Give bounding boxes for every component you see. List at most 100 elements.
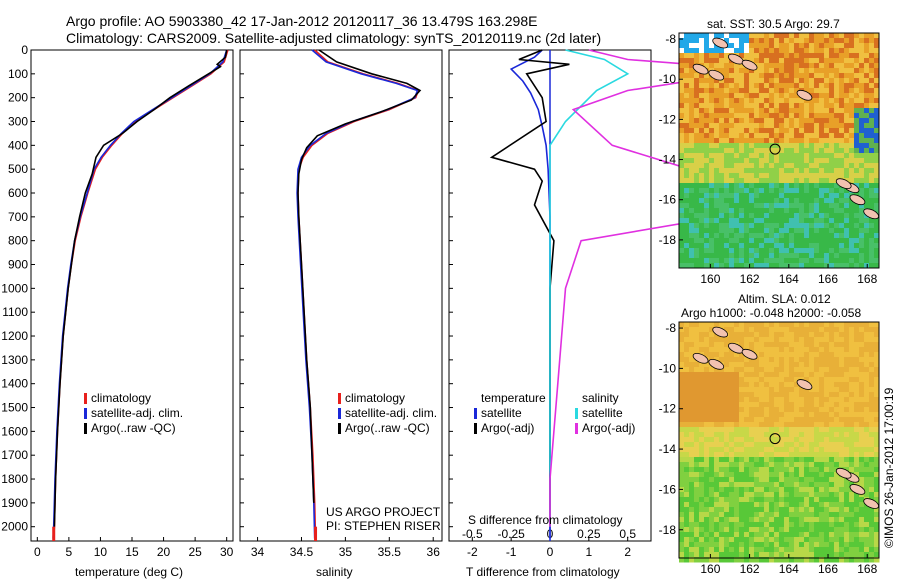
map-cell (809, 138, 815, 144)
map-cell (724, 263, 730, 269)
map-cell (764, 537, 770, 543)
map-cell (709, 402, 715, 408)
map-cell (749, 402, 755, 408)
map-cell (694, 38, 700, 44)
map-cell (809, 427, 815, 433)
map-cell (759, 432, 765, 438)
map-cell (739, 98, 745, 104)
map-cell (809, 253, 815, 259)
map-cell (824, 412, 830, 418)
map-cell (784, 193, 790, 199)
map-cell (784, 73, 790, 79)
map-cell (704, 437, 710, 443)
map-cell (849, 83, 855, 89)
map-cell (864, 138, 870, 144)
map-cell (739, 258, 745, 264)
map-cell (754, 208, 760, 214)
map-cell (759, 417, 765, 423)
map-cell (764, 322, 770, 328)
map-cell (854, 208, 860, 214)
map-cell (809, 128, 815, 134)
map-cell (829, 73, 835, 79)
map-cell (839, 547, 845, 553)
map-cell (824, 362, 830, 368)
map-cell (799, 537, 805, 543)
map-cell (789, 477, 795, 483)
map-cell (874, 103, 880, 109)
map-cell (824, 527, 830, 533)
map-cell (684, 218, 690, 224)
legend-swatch-s-argo (575, 423, 578, 434)
map-cell (744, 472, 750, 478)
map-cell (774, 128, 780, 134)
map-cell (734, 487, 740, 493)
map-cell (714, 123, 720, 129)
map-cell (799, 527, 805, 533)
map-cell (679, 387, 685, 393)
map-cell (854, 327, 860, 333)
map-cell (794, 452, 800, 458)
map-cell (784, 472, 790, 478)
map-cell (754, 68, 760, 74)
map-cell (874, 158, 880, 164)
map-cell (819, 148, 825, 154)
map-cell (834, 68, 840, 74)
map-cell (784, 327, 790, 333)
map-cell (784, 457, 790, 463)
map-cell (779, 517, 785, 523)
map-cell (774, 357, 780, 363)
map-cell (799, 108, 805, 114)
legend-swatch-climatology-sal (338, 393, 341, 404)
map-cell (684, 482, 690, 488)
map-y-tick-label: -12 (659, 112, 677, 126)
map-cell (819, 223, 825, 229)
map-cell (759, 557, 765, 563)
map-cell (854, 397, 860, 403)
map-cell (864, 512, 870, 518)
map-cell (764, 382, 770, 388)
map-cell (759, 337, 765, 343)
map-cell (734, 233, 740, 239)
map-cell (784, 163, 790, 169)
map-cell (769, 148, 775, 154)
map-cell (734, 537, 740, 543)
map-cell (869, 477, 875, 483)
map-cell (834, 193, 840, 199)
map-cell (774, 322, 780, 328)
map-cell (784, 372, 790, 378)
map-cell (789, 367, 795, 373)
map-cell (779, 337, 785, 343)
map-cell (844, 118, 850, 124)
map-cell (719, 63, 725, 69)
map-cell (734, 427, 740, 433)
map-cell (819, 432, 825, 438)
map-cell (819, 412, 825, 418)
map-cell (854, 213, 860, 219)
map-cell (679, 118, 685, 124)
map-cell (714, 148, 720, 154)
map-cell (689, 402, 695, 408)
map-cell (769, 138, 775, 144)
map-cell (734, 392, 740, 398)
map-cell (749, 188, 755, 194)
map-cell (869, 417, 875, 423)
map-cell (744, 437, 750, 443)
map-cell (834, 412, 840, 418)
map-cell (769, 412, 775, 418)
map-cell (824, 512, 830, 518)
map-cell (839, 113, 845, 119)
map-cell (814, 472, 820, 478)
map-cell (869, 412, 875, 418)
map-cell (719, 437, 725, 443)
map-cell (819, 243, 825, 249)
map-cell (699, 248, 705, 254)
map-cell (764, 482, 770, 488)
map-cell (759, 507, 765, 513)
map-cell (694, 228, 700, 234)
map-cell (699, 437, 705, 443)
map-cell (779, 83, 785, 89)
map-cell (779, 437, 785, 443)
map-cell (719, 377, 725, 383)
map-cell (829, 133, 835, 139)
map-cell (734, 188, 740, 194)
